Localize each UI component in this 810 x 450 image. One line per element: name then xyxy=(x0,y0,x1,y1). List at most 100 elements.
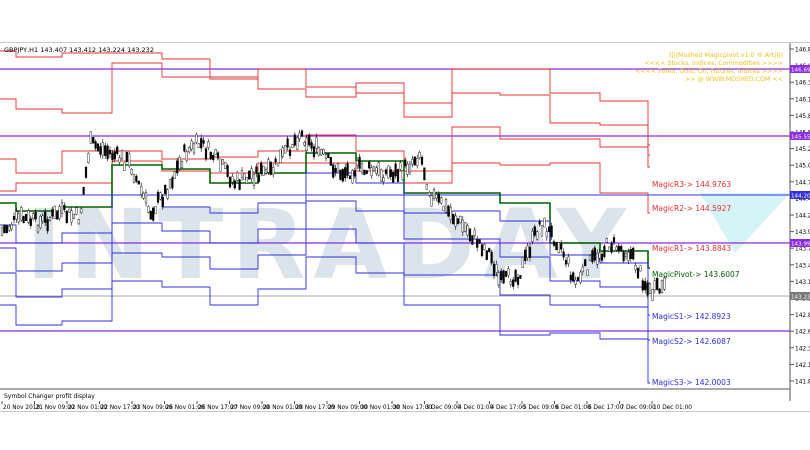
candle-body xyxy=(0,226,4,236)
candle-body xyxy=(298,132,301,140)
candle-body xyxy=(531,230,534,242)
price-tick-label: 142.620 xyxy=(795,330,810,336)
time-tick-label: 30 Nov 01:00 xyxy=(361,405,400,411)
indicator-info-line-2: <<<< Stocks, Indices, Commodities >>>> xyxy=(644,60,783,67)
candle-body xyxy=(569,274,572,281)
time-tick-label: 6 Dec 17:00 xyxy=(588,405,624,411)
pivot-step-line xyxy=(0,172,650,284)
candle-body xyxy=(317,147,320,156)
candle-body xyxy=(20,207,23,221)
candle-body xyxy=(286,138,289,148)
candle-body xyxy=(58,206,61,219)
candle-body xyxy=(140,185,143,195)
price-axis[interactable]: 146.890146.600146.370146.110145.855145.5… xyxy=(790,48,810,386)
candle-body xyxy=(341,169,344,182)
candle-body xyxy=(464,222,467,232)
candle-body xyxy=(329,157,332,166)
candle-body xyxy=(228,177,232,188)
candle-body xyxy=(389,169,392,177)
candle-body xyxy=(108,150,112,155)
candle-body xyxy=(164,184,167,195)
candle-body xyxy=(555,242,558,251)
chart-window[interactable]: INTRADAY MagicR3-> 144.9763 MagicR2-> 14… xyxy=(0,42,810,412)
time-tick-label: 29 Nov 09:00 xyxy=(328,405,367,411)
candle-body xyxy=(468,228,472,242)
candle-body xyxy=(552,241,556,246)
price-marker xyxy=(790,65,810,73)
level-label-s2: MagicS2-> 142.6087 xyxy=(652,337,731,346)
candle-body xyxy=(252,174,256,186)
candle-body xyxy=(82,186,85,195)
price-tick-label: 143.710 xyxy=(795,247,810,253)
candle-body xyxy=(524,249,527,261)
candle-body xyxy=(509,281,512,285)
candle-body xyxy=(207,141,210,148)
candle-body xyxy=(557,242,560,253)
pivot-step-line xyxy=(0,152,650,269)
candle-body xyxy=(264,169,268,174)
time-tick-label: 30 Nov 17:00 xyxy=(393,405,432,411)
time-tick-label: 22 Nov 17:00 xyxy=(101,405,140,411)
candle-body xyxy=(123,162,126,171)
level-label-r2: MagicR2-> 144.5927 xyxy=(652,204,731,213)
candle-body xyxy=(308,134,311,146)
candle-body xyxy=(641,280,644,291)
candle-body xyxy=(459,216,462,223)
level-label-s1: MagicS1-> 142.8923 xyxy=(652,312,731,321)
price-tick-label: 142.100 xyxy=(795,363,810,369)
candle-body xyxy=(176,160,179,174)
candle-body xyxy=(272,166,275,175)
candle-body xyxy=(375,167,378,174)
candle-body xyxy=(185,151,188,161)
candle-body xyxy=(75,207,78,215)
price-marker xyxy=(790,191,810,199)
candle-body xyxy=(620,246,623,251)
candle-body xyxy=(135,175,138,182)
candle-body xyxy=(490,251,493,264)
candle-body xyxy=(596,252,599,265)
candle-body xyxy=(296,137,299,150)
candle-body xyxy=(656,278,659,290)
candle-body xyxy=(284,145,287,154)
time-tick-label: 10 Dec 01:00 xyxy=(653,405,692,411)
candle-body xyxy=(610,242,613,253)
price-chart[interactable]: INTRADAY MagicR3-> 144.9763 MagicR2-> 14… xyxy=(0,43,810,411)
candle-body xyxy=(29,218,32,226)
candle-body xyxy=(420,157,424,165)
candle-body xyxy=(567,256,570,264)
candle-body xyxy=(195,134,198,143)
candle-body xyxy=(617,245,620,252)
candle-body xyxy=(550,225,553,238)
candle-body xyxy=(257,174,260,182)
candle-body xyxy=(120,150,124,160)
candle-body xyxy=(600,253,604,261)
candle-body xyxy=(24,213,28,221)
candle-body xyxy=(5,225,8,233)
candle-body xyxy=(238,179,241,190)
candle-body xyxy=(274,158,277,163)
candle-body xyxy=(492,263,496,277)
candle-body xyxy=(269,161,272,175)
candle-body xyxy=(15,211,18,220)
level-label-r1: MagicR1-> 143.8843 xyxy=(652,244,731,253)
candle-body xyxy=(404,159,407,166)
candle-body xyxy=(370,167,373,176)
candle-body xyxy=(471,235,474,245)
candle-body xyxy=(442,205,445,211)
candle-body xyxy=(528,246,532,258)
candle-body xyxy=(418,152,421,159)
candle-body xyxy=(368,161,371,169)
price-tick-label: 144.490 xyxy=(795,197,810,203)
time-tick-label: 4 Dec 01:00 xyxy=(458,405,494,411)
candle-body xyxy=(51,209,54,217)
candle-body xyxy=(202,140,205,144)
candle-body xyxy=(39,216,42,228)
candle-body xyxy=(132,173,136,184)
candle-body xyxy=(53,205,56,219)
candle-body xyxy=(579,271,582,283)
candle-body xyxy=(214,149,217,155)
candle-body xyxy=(413,156,416,166)
candle-body xyxy=(440,197,443,204)
candle-body xyxy=(44,211,47,223)
